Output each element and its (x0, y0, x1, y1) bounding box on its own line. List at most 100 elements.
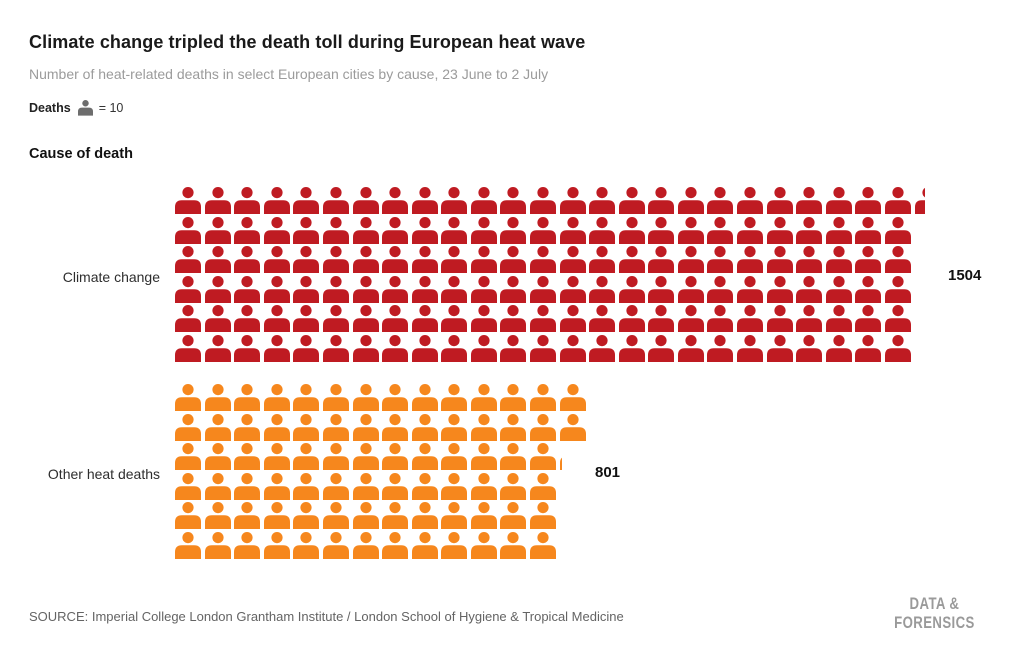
person-icon (737, 246, 763, 274)
person-icon (530, 413, 556, 441)
person-icon (884, 216, 911, 244)
person-icon (234, 216, 261, 244)
person-icon (175, 532, 201, 559)
person-icon (648, 335, 675, 362)
person-icon (441, 472, 468, 500)
person-icon (322, 413, 349, 441)
person-icon (618, 305, 645, 333)
person-icon (884, 275, 911, 303)
logo-line2: FORENSICS (894, 614, 975, 632)
person-icon (825, 305, 852, 333)
person-icon (352, 413, 379, 441)
person-icon (234, 472, 261, 500)
person-icon (530, 246, 556, 274)
person-icon (263, 502, 290, 530)
person-icon (411, 335, 438, 362)
person-icon (559, 413, 586, 441)
person-icon (322, 335, 349, 362)
person-icon (559, 246, 586, 274)
person-icon (500, 443, 527, 471)
legend: Deaths = 10 (29, 99, 123, 117)
person-icon (322, 532, 349, 559)
person-icon (263, 472, 290, 500)
person-icon (293, 384, 320, 411)
person-icon (411, 532, 438, 559)
person-icon (411, 187, 438, 214)
person-icon (322, 384, 349, 411)
person-icon (707, 305, 734, 333)
person-icon (470, 335, 497, 362)
person-icon (175, 335, 201, 362)
person-icon (441, 532, 468, 559)
person-icon (796, 246, 823, 274)
person-icon (263, 275, 290, 303)
person-icon (382, 187, 409, 214)
person-icon (234, 187, 261, 214)
chart-subtitle: Number of heat-related deaths in select … (29, 66, 549, 82)
person-icon (677, 246, 704, 274)
person-icon (855, 187, 882, 214)
person-icon (293, 532, 320, 559)
person-icon (618, 246, 645, 274)
person-icon (618, 275, 645, 303)
person-icon (470, 532, 497, 559)
person-icon (530, 275, 556, 303)
person-icon (293, 472, 320, 500)
person-icon (855, 216, 882, 244)
person-icon (322, 305, 349, 333)
person-icon (234, 275, 261, 303)
person-icon (382, 335, 409, 362)
person-icon (766, 335, 793, 362)
person-icon (293, 305, 320, 333)
person-icon (204, 275, 231, 303)
person-icon (352, 532, 379, 559)
person-icon (293, 502, 320, 530)
source-text: SOURCE: Imperial College London Grantham… (29, 609, 624, 624)
person-icon (500, 275, 527, 303)
person-icon (322, 502, 349, 530)
person-icon (796, 187, 823, 214)
person-icon (500, 335, 527, 362)
person-icon (470, 216, 497, 244)
logo-line1: DATA & (909, 595, 960, 613)
person-icon (559, 384, 586, 411)
person-icon (648, 305, 675, 333)
person-icon (825, 216, 852, 244)
person-icon (352, 335, 379, 362)
person-icon (737, 216, 763, 244)
person-icon (441, 335, 468, 362)
person-icon (737, 335, 763, 362)
person-icon (470, 384, 497, 411)
person-icon (884, 335, 911, 362)
person-icon (737, 275, 763, 303)
person-icon (411, 413, 438, 441)
person-icon (322, 216, 349, 244)
person-icon (825, 335, 852, 362)
person-icon (884, 187, 911, 214)
person-icon (500, 384, 527, 411)
person-icon-partial (914, 187, 925, 214)
person-icon (530, 502, 556, 530)
person-icon (855, 305, 882, 333)
person-icon (470, 305, 497, 333)
person-icon (234, 246, 261, 274)
person-icon (234, 443, 261, 471)
person-icon (530, 384, 556, 411)
person-icon (411, 443, 438, 471)
person-icon (411, 502, 438, 530)
person-icon (500, 413, 527, 441)
person-icon (441, 305, 468, 333)
person-icon (411, 275, 438, 303)
person-icon (737, 305, 763, 333)
person-icon (589, 246, 616, 274)
person-icon (530, 216, 556, 244)
person-icon (204, 216, 231, 244)
person-icon (559, 335, 586, 362)
person-icon (382, 472, 409, 500)
person-icon (500, 187, 527, 214)
person-icon (175, 305, 201, 333)
row-label-climate-change: Climate change (62, 268, 160, 285)
person-icon (796, 305, 823, 333)
person-icon (766, 187, 793, 214)
